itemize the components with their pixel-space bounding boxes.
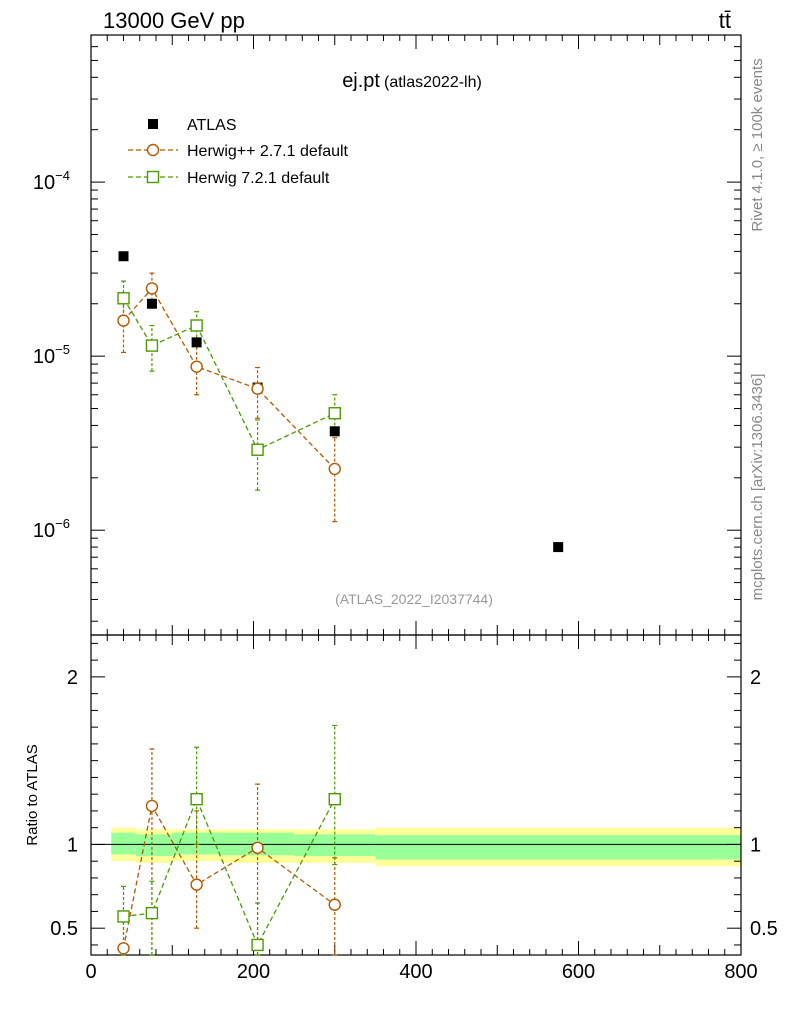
- ratio-y-tick-label: 2: [67, 667, 78, 689]
- data-point: [190, 319, 203, 332]
- main-series: [117, 251, 564, 553]
- x-tick-label: 0: [85, 961, 96, 983]
- legend-label: Herwig 7.2.1 default: [187, 170, 330, 187]
- data-point: [191, 337, 202, 348]
- ratio-series: [117, 724, 341, 956]
- y-tick-base: 10: [33, 346, 55, 368]
- data-point: [328, 407, 341, 420]
- ratio-point: [190, 878, 203, 891]
- ratio-point: [117, 910, 130, 923]
- ratio-y-tick-label-right: 1: [750, 834, 761, 856]
- data-point: [328, 462, 341, 476]
- ratio-y-tick-label: 0.5: [50, 918, 78, 940]
- y-tick-exp: −4: [55, 168, 70, 183]
- y-tick-exp: −5: [55, 342, 70, 357]
- legend-marker: [148, 119, 158, 129]
- data-point: [117, 314, 130, 327]
- data-point: [190, 360, 203, 373]
- ratio-point: [117, 942, 130, 955]
- y-tick-label: 10−6: [33, 516, 70, 542]
- ratio-point: [145, 799, 159, 813]
- analysis-label: (ATLAS_2022_I2037744): [335, 591, 493, 607]
- energy-label: 13000 GeV pp: [103, 8, 245, 33]
- data-point: [146, 298, 157, 309]
- ratio-line-1: [123, 797, 336, 947]
- data-point: [117, 292, 130, 305]
- ratio-point: [145, 906, 159, 920]
- ratio-band-inner: [375, 835, 741, 860]
- data-point: [118, 251, 129, 262]
- x-tick-label: 200: [237, 961, 270, 983]
- ratio-ylabel: Ratio to ATLAS: [24, 744, 41, 845]
- ratio-point: [328, 792, 341, 806]
- ratio-y-tick-label-right: 0.5: [750, 918, 778, 940]
- data-point: [145, 339, 159, 352]
- series-line-1: [123, 287, 336, 470]
- ratio-y-tick-label: 1: [67, 834, 78, 856]
- data-point: [251, 443, 264, 456]
- ratio-point: [251, 841, 264, 854]
- ratio-point: [251, 938, 264, 952]
- ratio-axis-ticks: 0 200 400 600 800 0.5 0.5 1 1 2 2: [50, 634, 778, 983]
- ratio-frame: [90, 634, 742, 956]
- plot-subtitle: (atlas2022-lh): [384, 74, 482, 91]
- main-axis-ticks: 10−610−510−4: [33, 34, 742, 635]
- legend-label: ATLAS: [187, 117, 237, 134]
- mcplots-label: mcplots.cern.ch [arXiv:1306.3436]: [749, 374, 766, 601]
- y-tick-base: 10: [33, 520, 55, 542]
- ratio-point: [328, 898, 341, 911]
- legend-marker: [146, 143, 160, 157]
- data-point: [553, 542, 564, 553]
- data-point: [329, 426, 340, 437]
- y-tick-exp: −6: [55, 516, 70, 531]
- legend: ATLAS Herwig++ 2.7.1 default Herwig 7.2.1 …: [128, 117, 349, 187]
- y-tick-label: 10−4: [33, 168, 70, 194]
- series-line-2: [122, 297, 336, 451]
- ratio-band-inner: [294, 834, 376, 857]
- ratio-band-inner: [111, 832, 136, 855]
- x-tick-label: 400: [399, 961, 432, 983]
- legend-marker: [146, 170, 160, 184]
- plot-title: ej.pt: [342, 70, 380, 92]
- ratio-bands: [91, 827, 741, 867]
- x-tick-label: 600: [562, 961, 595, 983]
- data-point: [251, 382, 264, 395]
- y-tick-label: 10−5: [33, 342, 70, 368]
- ratio-y-tick-label-right: 2: [750, 667, 761, 689]
- y-tick-base: 10: [33, 172, 55, 194]
- data-point: [145, 282, 159, 295]
- ratio-band-inner: [135, 834, 173, 857]
- process-label: tt̄: [719, 8, 731, 33]
- rivet-label: Rivet 4.1.0, ≥ 100k events: [749, 58, 766, 231]
- ratio-point: [190, 792, 203, 806]
- x-tick-label: 800: [724, 961, 757, 983]
- legend-label: Herwig++ 2.7.1 default: [187, 143, 349, 160]
